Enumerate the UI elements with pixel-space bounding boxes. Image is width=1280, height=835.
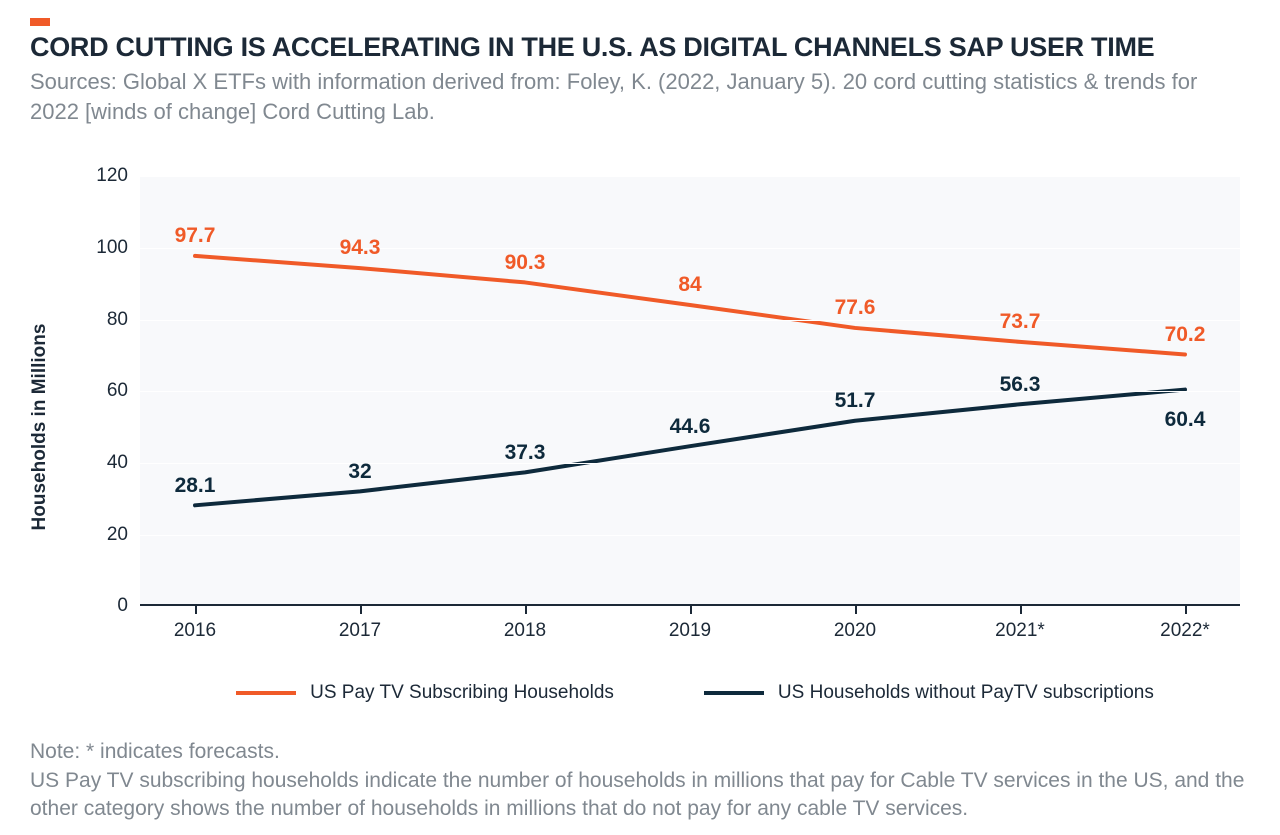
chart-title: CORD CUTTING IS ACCELERATING IN THE U.S.… [30,32,1250,63]
x-tick-label: 2020 [834,606,876,642]
data-label: 44.6 [670,415,711,439]
data-label: 56.3 [1000,373,1041,397]
gridline [140,248,1240,249]
y-tick-label: 80 [107,309,140,331]
note-line-2: US Pay TV subscribing households indicat… [30,769,1244,820]
data-label: 84 [678,273,701,297]
data-label: 77.6 [835,296,876,320]
gridline [140,535,1240,536]
x-tick-label: 2016 [174,606,216,642]
data-label: 37.3 [505,441,546,465]
data-label: 60.4 [1165,408,1206,432]
y-tick-label: 100 [96,237,140,259]
data-label: 94.3 [340,236,381,260]
x-tick-label: 2017 [339,606,381,642]
data-label: 32 [348,460,371,484]
y-tick-label: 20 [107,524,140,546]
legend-item: US Pay TV Subscribing Households [236,682,614,704]
note-line-1: Note: * indicates forecasts. [30,740,280,763]
series-line [195,256,1185,355]
chart-note: Note: * indicates forecasts. US Pay TV s… [30,738,1250,823]
chart-sources: Sources: Global X ETFs with information … [30,67,1230,126]
legend-item: US Households without PayTV subscription… [704,682,1154,704]
legend-swatch [704,691,764,695]
legend-swatch [236,691,296,695]
data-label: 90.3 [505,251,546,275]
data-label: 51.7 [835,389,876,413]
chart-container: Households in Millions 02040608010012020… [30,166,1250,666]
data-label: 97.7 [175,224,216,248]
data-label: 28.1 [175,474,216,498]
gridline [140,391,1240,392]
x-tick-label: 2018 [504,606,546,642]
gridline [140,463,1240,464]
y-tick-label: 40 [107,452,140,474]
plot-area: 020406080100120201620172018201920202021*… [140,176,1240,606]
y-tick-label: 0 [117,595,140,617]
y-axis-title: Households in Millions [29,324,51,531]
chart-legend: US Pay TV Subscribing Households US House… [140,682,1250,704]
legend-label: US Households without PayTV subscription… [778,682,1154,704]
data-label: 70.2 [1165,323,1206,347]
y-tick-label: 60 [107,380,140,402]
data-label: 73.7 [1000,310,1041,334]
accent-tick [30,18,50,26]
gridline [140,320,1240,321]
x-tick-label: 2022* [1160,606,1210,642]
gridline [140,176,1240,177]
y-tick-label: 120 [96,165,140,187]
series-line [195,390,1185,506]
x-tick-label: 2021* [995,606,1045,642]
x-tick-label: 2019 [669,606,711,642]
legend-label: US Pay TV Subscribing Households [310,682,614,704]
